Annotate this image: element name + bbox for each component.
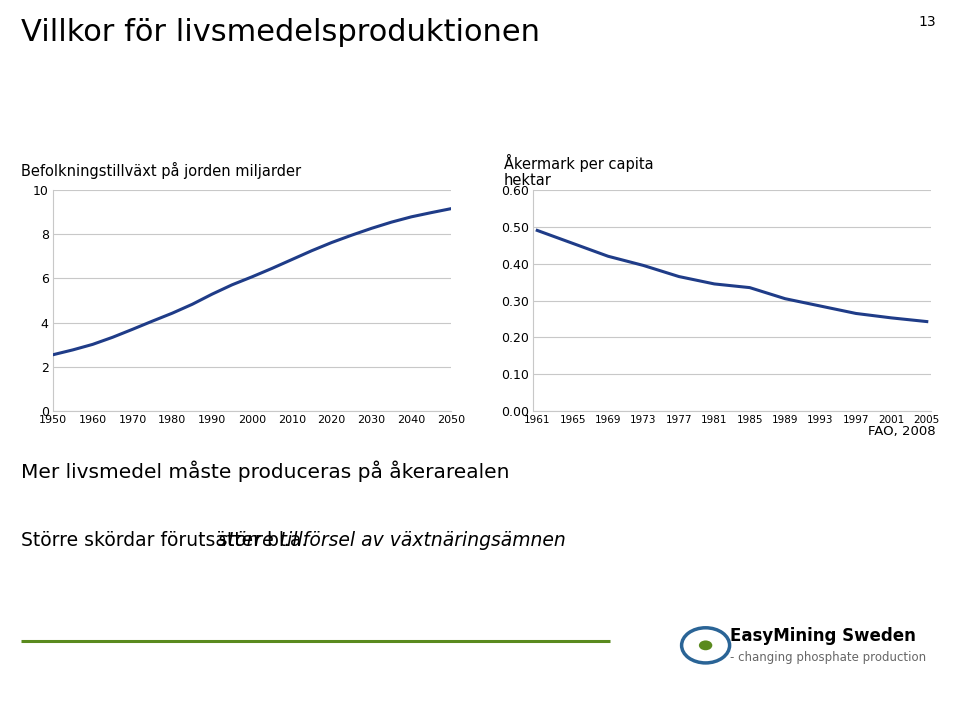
Text: större tillförsel av växtnäringsämnen: större tillförsel av växtnäringsämnen — [218, 531, 565, 550]
Text: FAO, 2008: FAO, 2008 — [869, 425, 936, 438]
Text: Mer livsmedel måste produceras på åkerarealen: Mer livsmedel måste produceras på åkerar… — [21, 460, 510, 482]
Text: hektar: hektar — [504, 174, 552, 188]
Text: Större skördar förutsätter bl.a.: Större skördar förutsätter bl.a. — [21, 531, 313, 550]
Text: - changing phosphate production: - changing phosphate production — [730, 651, 925, 664]
Text: 13: 13 — [919, 15, 936, 30]
Text: Villkor för livsmedelsproduktionen: Villkor för livsmedelsproduktionen — [21, 18, 540, 46]
Text: EasyMining Sweden: EasyMining Sweden — [730, 627, 916, 645]
Text: Åkermark per capita: Åkermark per capita — [504, 154, 654, 172]
Text: Befolkningstillväxt på jorden miljarder: Befolkningstillväxt på jorden miljarder — [21, 162, 301, 179]
